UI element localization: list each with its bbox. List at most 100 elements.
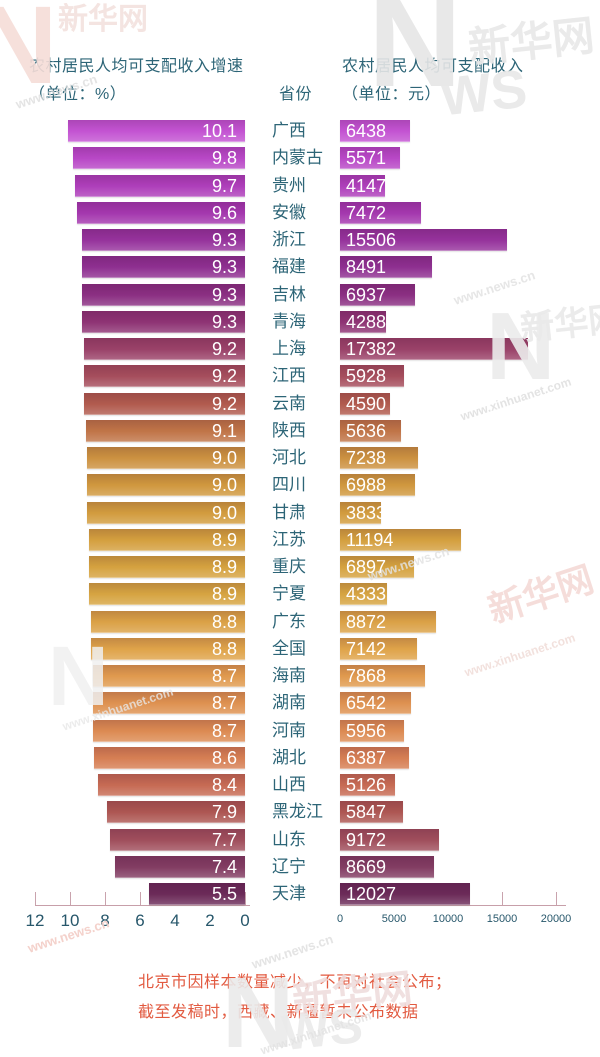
growth-value: 8.4	[211, 775, 237, 795]
growth-value: 8.8	[211, 611, 237, 632]
income-bar: 4333	[340, 583, 387, 606]
income-bar: 6387	[340, 746, 409, 769]
province-column-header: 省份	[279, 86, 313, 103]
income-bar: 6542	[340, 692, 411, 715]
growth-bar: 9.6	[77, 201, 245, 224]
province-label: 浙江	[272, 230, 306, 249]
growth-bar: 9.0	[87, 447, 245, 469]
growth-value: 9.0	[211, 475, 237, 496]
growth-bar: 10.1	[68, 120, 245, 142]
income-bar: 5571	[340, 147, 400, 170]
growth-bar: 9.2	[84, 365, 245, 388]
growth-bar: 9.0	[87, 474, 245, 497]
income-value: 12027	[346, 884, 397, 904]
growth-bar: 9.2	[84, 392, 245, 415]
growth-bar: 8.8	[91, 610, 245, 633]
income-bar: 9172	[340, 828, 439, 851]
growth-value: 8.6	[211, 747, 237, 768]
growth-value: 8.9	[211, 557, 237, 577]
footnote-line-1: 北京市因样本数量减少，不再对社会公布；	[138, 974, 452, 991]
right-axis-tick-label: 20000	[540, 913, 572, 925]
growth-value: 9.1	[211, 420, 237, 441]
table-row: 9.1 陕西 5636	[0, 419, 600, 442]
growth-bar: 9.3	[82, 256, 245, 279]
income-value: 6937	[346, 284, 387, 305]
growth-bar: 7.4	[115, 855, 245, 878]
table-row: 8.9 宁夏 4333	[0, 583, 600, 606]
income-bar: 4590	[340, 392, 390, 415]
income-value: 8872	[346, 611, 387, 632]
growth-bar: 8.8	[91, 637, 245, 660]
income-value: 6897	[346, 557, 387, 577]
growth-bar: 8.7	[93, 692, 245, 715]
growth-bar: 8.9	[89, 556, 245, 578]
growth-bar: 9.7	[75, 174, 245, 197]
growth-value: 9.3	[211, 230, 237, 250]
province-label: 上海	[272, 339, 306, 358]
growth-bar: 9.1	[86, 419, 245, 442]
table-row: 9.6 安徽 7472	[0, 201, 600, 224]
income-bar: 5847	[340, 801, 403, 824]
table-row: 8.7 湖南 6542	[0, 692, 600, 715]
income-value: 5847	[346, 802, 387, 823]
province-label: 云南	[272, 393, 306, 413]
income-value: 5928	[346, 366, 387, 387]
right-chart-unit: （单位：元）	[342, 86, 442, 103]
table-row: 9.0 河北 7238	[0, 447, 600, 469]
table-row: 8.9 江苏 11194	[0, 528, 600, 551]
growth-value: 9.6	[211, 202, 237, 223]
growth-bar: 9.3	[82, 310, 245, 333]
province-label: 全国	[272, 638, 306, 658]
growth-value: 8.8	[211, 638, 237, 659]
growth-bar: 8.7	[93, 665, 245, 687]
income-bar: 6438	[340, 120, 410, 142]
province-label: 黑龙江	[272, 802, 323, 822]
province-label: 内蒙古	[272, 148, 323, 168]
growth-bar: 9.0	[87, 501, 245, 524]
growth-value: 9.8	[211, 148, 237, 169]
growth-bar: 8.6	[94, 746, 245, 769]
growth-value: 9.7	[211, 175, 237, 196]
province-label: 辽宁	[272, 856, 306, 876]
income-value: 8491	[346, 257, 387, 278]
income-value: 5636	[346, 420, 387, 441]
growth-bar: 8.9	[89, 583, 245, 606]
right-axis-tick-label: 15000	[486, 913, 518, 925]
income-bar: 8872	[340, 610, 436, 633]
income-bar: 7238	[340, 447, 418, 469]
province-label: 河南	[272, 720, 306, 740]
left-axis-tick-label: 4	[170, 911, 180, 930]
growth-bar: 9.3	[82, 229, 245, 251]
province-label: 青海	[272, 311, 306, 331]
income-value: 4147	[346, 175, 387, 196]
growth-value: 10.1	[201, 121, 237, 141]
right-axis-tick-label: 5000	[381, 913, 407, 925]
income-value: 15506	[346, 230, 397, 250]
table-row: 9.7 贵州 4147	[0, 174, 600, 197]
income-value: 6988	[346, 475, 387, 496]
table-row: 7.7 山东 9172	[0, 828, 600, 851]
income-bar: 8491	[340, 256, 432, 279]
income-bar: 6937	[340, 283, 415, 306]
table-row: 8.8 全国 7142	[0, 637, 600, 660]
left-axis-tick-label: 6	[135, 911, 145, 930]
left-axis-tick-label: 10	[60, 911, 80, 930]
income-bar: 5636	[340, 419, 401, 442]
income-value: 5571	[346, 148, 387, 169]
left-chart-title: 农村居民人均可支配收入增速	[29, 58, 244, 75]
province-label: 湖北	[272, 747, 306, 767]
growth-value: 9.0	[211, 448, 237, 468]
growth-bar: 9.3	[82, 283, 245, 306]
province-label: 重庆	[272, 557, 306, 576]
province-label: 甘肃	[272, 502, 306, 522]
left-chart-unit: （单位：%）	[29, 86, 127, 103]
province-label: 四川	[272, 475, 306, 495]
growth-bar: 7.7	[110, 828, 245, 851]
growth-bar: 9.2	[84, 338, 245, 360]
growth-bar: 5.5	[149, 883, 245, 905]
right-axis-tick	[556, 892, 557, 905]
income-value: 7142	[346, 638, 387, 659]
table-row: 8.7 河南 5956	[0, 719, 600, 742]
growth-value: 9.0	[211, 502, 237, 523]
